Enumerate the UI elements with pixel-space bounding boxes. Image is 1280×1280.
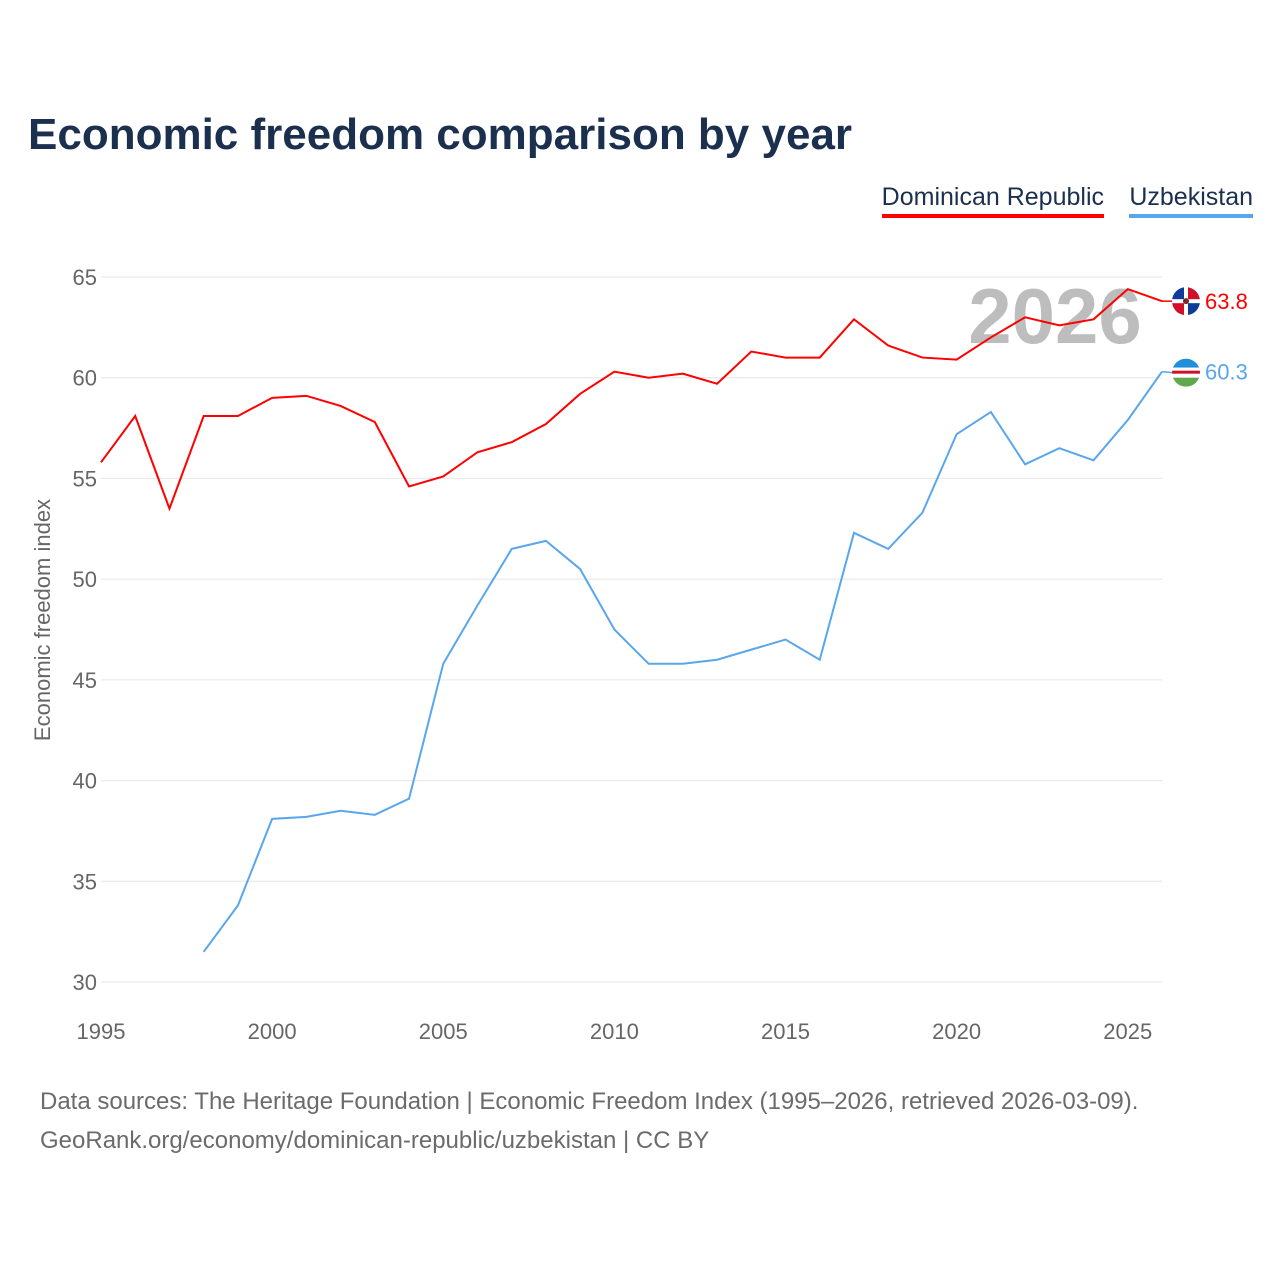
y-tick-label: 50 <box>73 567 97 592</box>
x-tick-label: 2025 <box>1103 1019 1152 1044</box>
y-tick-label: 55 <box>73 466 97 491</box>
x-tick-label: 2005 <box>419 1019 468 1044</box>
y-tick-label: 40 <box>73 769 97 794</box>
series-line-0 <box>100 287 1163 512</box>
x-tick-label: 1995 <box>77 1019 126 1044</box>
x-tick-label: 2020 <box>932 1019 981 1044</box>
x-tick-label: 2010 <box>590 1019 639 1044</box>
year-watermark: 2026 <box>968 272 1142 360</box>
y-tick-label: 30 <box>73 970 97 995</box>
y-tick-label: 45 <box>73 668 97 693</box>
y-axis-label: Economic freedom index <box>30 499 55 741</box>
y-tick-label: 35 <box>73 869 97 894</box>
end-value-label: 63.8 <box>1205 289 1248 314</box>
chart-title: Economic freedom comparison by year <box>28 110 853 159</box>
end-value-label: 60.3 <box>1205 360 1248 385</box>
uzbekistan-flag-icon <box>1161 358 1200 387</box>
legend-dominican-republic[interactable]: Dominican Republic <box>881 183 1104 218</box>
x-tick-label: 2015 <box>761 1019 810 1044</box>
footer-sources: Data sources: The Heritage Foundation | … <box>40 1088 1139 1115</box>
y-tick-label: 65 <box>73 265 97 290</box>
footer-link[interactable]: GeoRank.org/economy/dominican-republic/u… <box>40 1127 710 1154</box>
series-line-1 <box>202 371 1163 953</box>
x-tick-label: 2000 <box>248 1019 297 1044</box>
legend-uzbekistan[interactable]: Uzbekistan <box>1129 183 1253 218</box>
dominican-flag-icon <box>1162 287 1200 316</box>
y-tick-label: 60 <box>73 366 97 391</box>
